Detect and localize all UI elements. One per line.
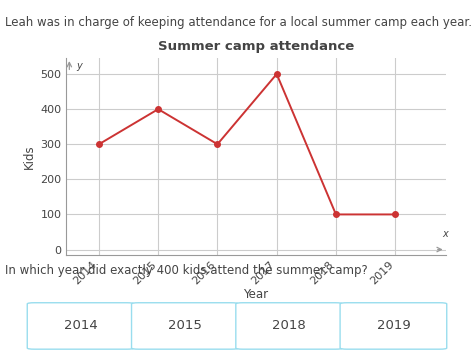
FancyBboxPatch shape [236,303,342,349]
Text: y: y [76,61,82,71]
Text: x: x [443,229,448,239]
Text: 2015: 2015 [168,320,202,332]
FancyBboxPatch shape [340,303,447,349]
Text: 2018: 2018 [272,320,306,332]
Text: 2014: 2014 [64,320,98,332]
Y-axis label: Kids: Kids [23,144,36,169]
Text: In which year did exactly 400 kids attend the summer camp?: In which year did exactly 400 kids atten… [5,264,367,277]
Text: 2019: 2019 [376,320,410,332]
Text: Leah was in charge of keeping attendance for a local summer camp each year.: Leah was in charge of keeping attendance… [5,16,472,29]
FancyBboxPatch shape [131,303,238,349]
Title: Summer camp attendance: Summer camp attendance [158,40,354,53]
X-axis label: Year: Year [243,288,269,301]
FancyBboxPatch shape [27,303,134,349]
